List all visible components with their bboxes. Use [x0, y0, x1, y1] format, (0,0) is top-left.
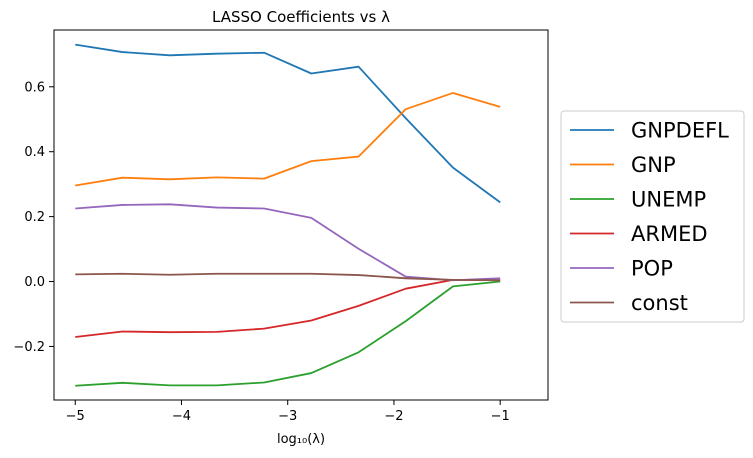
series-layer: [75, 43, 501, 387]
series-line-pop: [75, 203, 501, 282]
plot-frame: [53, 29, 549, 401]
x-tick-label: −4: [172, 409, 191, 424]
x-tick-label: −3: [278, 409, 297, 424]
series-line-gnpdefl: [75, 43, 501, 204]
series-line-armed: [75, 279, 501, 338]
legend-label-const: const: [631, 291, 688, 315]
y-tick-label: 0.0: [24, 275, 45, 290]
legend-label-armed: ARMED: [631, 222, 708, 246]
x-tick-label: −5: [66, 409, 85, 424]
y-tick-label: 0.2: [24, 210, 45, 225]
y-tick-label: 0.4: [24, 145, 45, 160]
series-line-const: [75, 272, 501, 282]
legend: GNPDEFL GNP UNEMP ARMED POP const: [560, 110, 745, 323]
chart-title: LASSO Coefficients vs λ: [212, 8, 390, 26]
x-tick-label: −2: [384, 409, 403, 424]
series-line-gnp: [75, 92, 501, 187]
x-axis: −5 −4 −3 −2 −1: [66, 400, 510, 424]
y-tick-label: 0.6: [24, 80, 45, 95]
legend-label-pop: POP: [631, 257, 673, 281]
legend-label-gnpdefl: GNPDEFL: [631, 119, 729, 143]
y-tick-label: −0.2: [13, 340, 45, 355]
series-line-unemp: [75, 280, 501, 387]
x-tick-label: −1: [491, 409, 510, 424]
y-axis: −0.2 0.0 0.2 0.4 0.6: [13, 80, 54, 355]
x-axis-label: log₁₀(λ): [277, 432, 325, 447]
legend-label-unemp: UNEMP: [631, 188, 706, 212]
legend-label-gnp: GNP: [631, 153, 676, 177]
